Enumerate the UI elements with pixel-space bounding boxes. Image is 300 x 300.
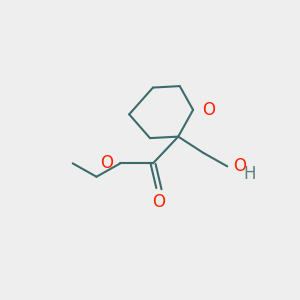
Text: O: O [152, 193, 165, 211]
Text: H: H [244, 165, 256, 183]
Text: O: O [100, 154, 113, 172]
Text: O: O [233, 157, 246, 175]
Text: O: O [202, 101, 215, 119]
